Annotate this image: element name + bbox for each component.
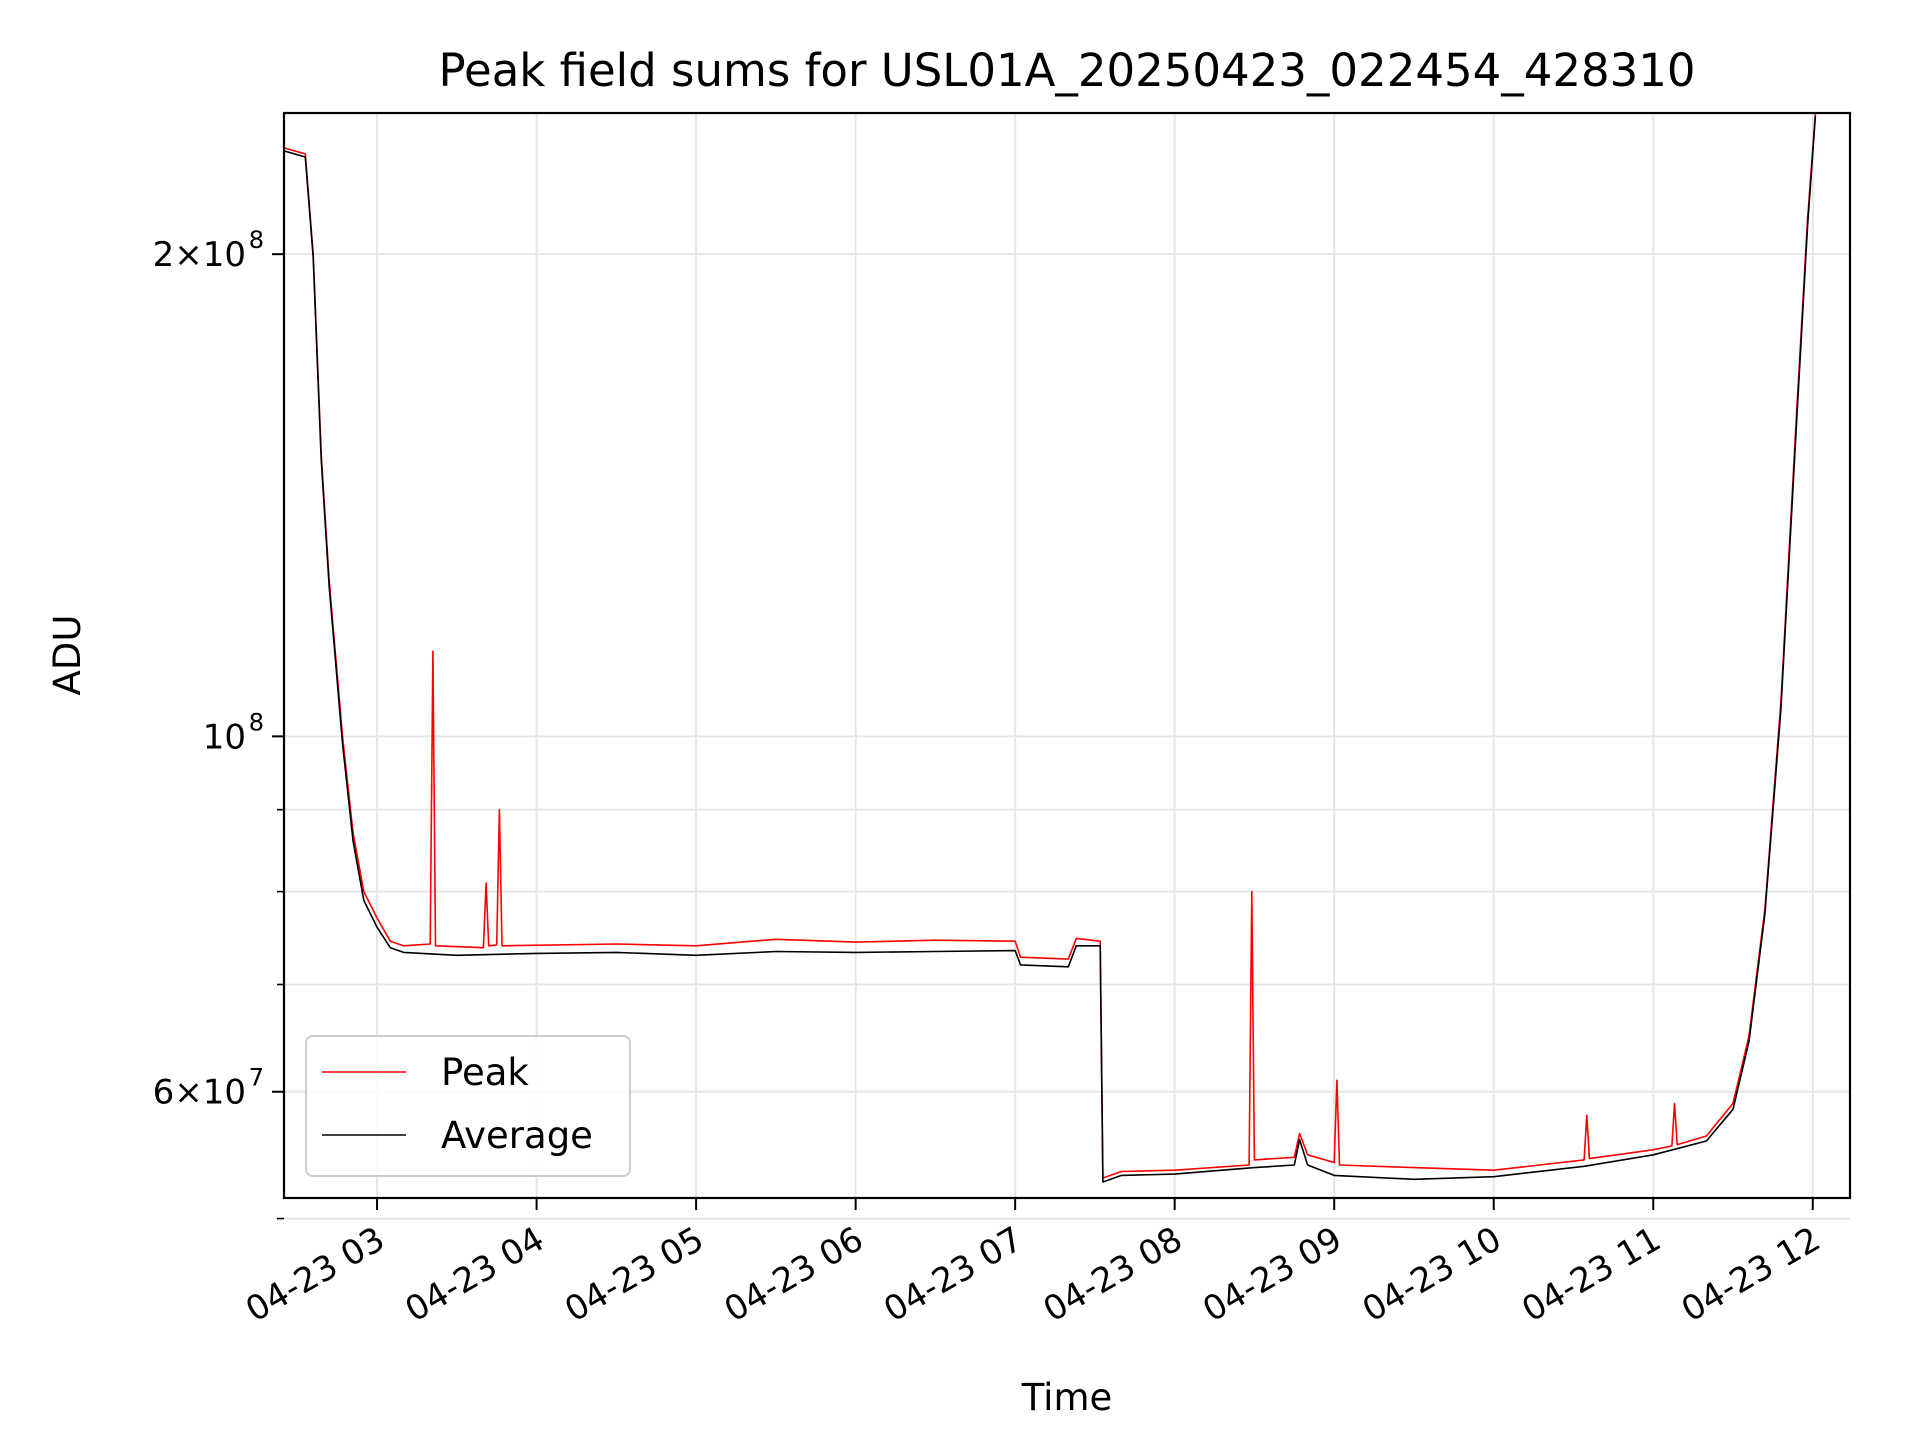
y-tick-label: 2×10 8 xyxy=(153,226,264,275)
plot-area-frame xyxy=(282,111,1852,1200)
legend-box xyxy=(305,1035,631,1177)
y-tick-label: 10 8 xyxy=(203,708,264,757)
series-line-average xyxy=(284,115,1817,1183)
svg-text:8: 8 xyxy=(249,708,264,736)
svg-text:10: 10 xyxy=(203,717,246,757)
y-tick-label: 6×10 7 xyxy=(153,1064,264,1113)
legend: Peak Average xyxy=(305,1035,631,1177)
svg-text:7: 7 xyxy=(249,1064,264,1092)
chart-title: Peak field sums for USL01A_20250423_0224… xyxy=(438,44,1695,97)
svg-text:6×10: 6×10 xyxy=(153,1073,246,1113)
legend-label-average: Average xyxy=(441,1114,593,1157)
series-line-peak xyxy=(284,113,1817,1179)
svg-text:2×10: 2×10 xyxy=(153,235,246,275)
y-axis: 6×10 710 82×10 8 xyxy=(153,226,284,1220)
svg-text:8: 8 xyxy=(249,226,264,254)
y-axis-label: ADU xyxy=(46,615,89,696)
x-axis-label: Time xyxy=(1021,1376,1113,1419)
series-layer xyxy=(284,113,1817,1183)
legend-label-peak: Peak xyxy=(441,1051,529,1094)
